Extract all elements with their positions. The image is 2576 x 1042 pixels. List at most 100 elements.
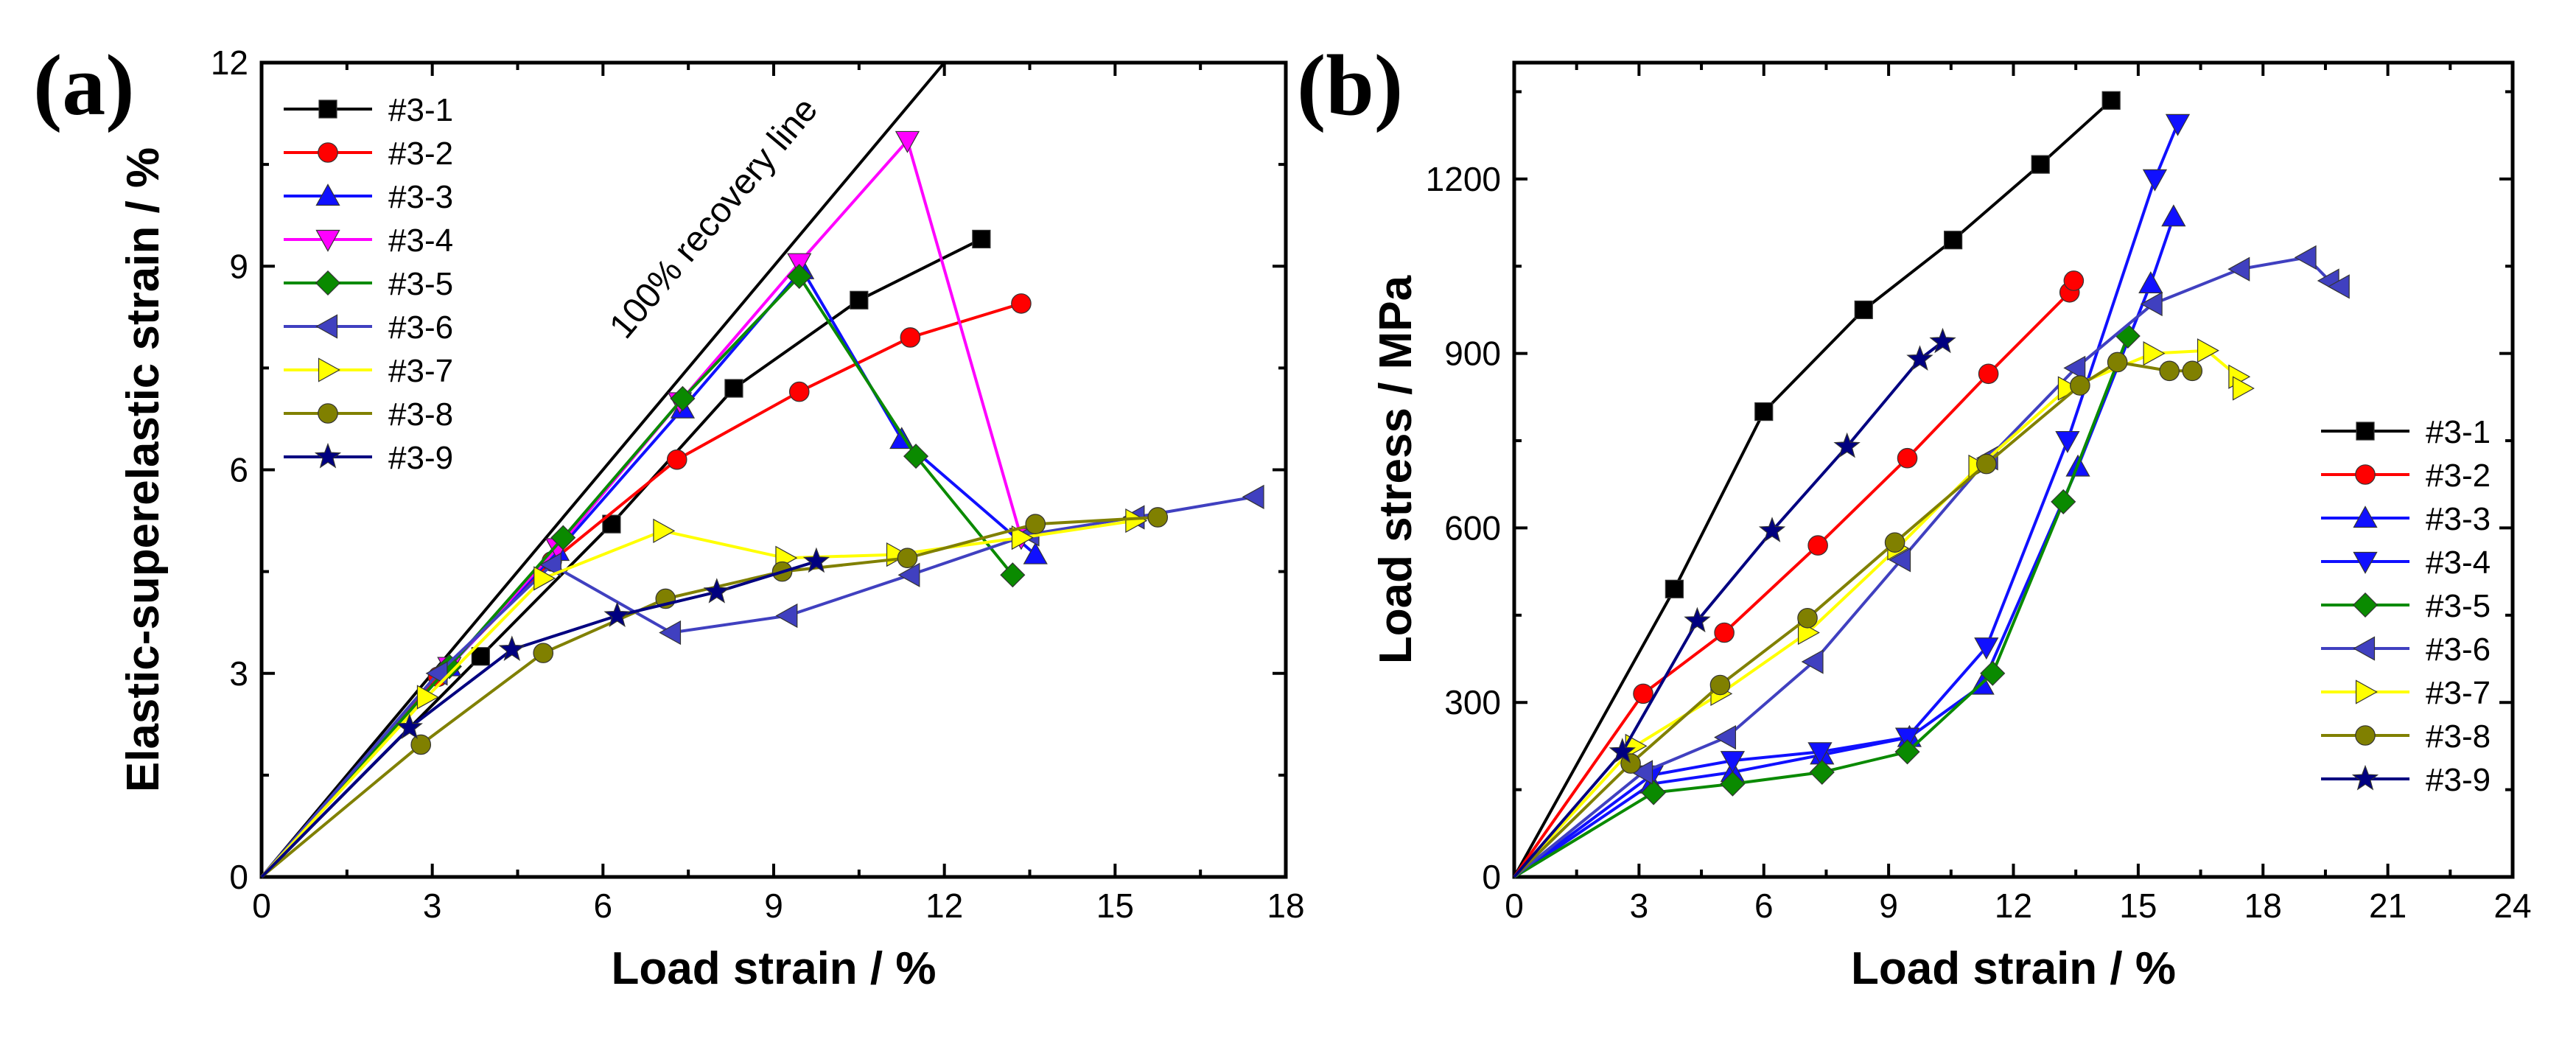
series-3-5: [1513, 323, 2141, 878]
data-point: [1758, 517, 1786, 542]
data-point: [410, 734, 432, 755]
x-axis-title: Load strain / %: [1851, 943, 2176, 994]
data-point: [703, 578, 730, 604]
y-axis-title: Load stress / MPa: [1371, 275, 1421, 664]
series-3-8: [1513, 352, 2203, 878]
legend-label: #3-4: [2426, 545, 2491, 581]
recovery-line-label: 100% recovery line: [602, 91, 825, 346]
data-point: [897, 548, 918, 569]
x-tick-label: 6: [594, 887, 613, 925]
y-tick-label: 0: [229, 858, 248, 896]
legend-marker: [318, 357, 340, 382]
y-tick-label: 600: [1444, 508, 1501, 547]
x-tick-label: 21: [2369, 887, 2407, 925]
data-point: [1906, 345, 1933, 371]
data-point: [900, 327, 921, 348]
x-tick-label: 3: [423, 887, 442, 925]
y-tick-label: 6: [229, 451, 248, 489]
legend-marker: [318, 403, 338, 424]
data-point: [416, 685, 439, 710]
x-tick-label: 15: [2119, 887, 2157, 925]
y-tick-label: 0: [1482, 858, 1501, 896]
panel-label: (a): [33, 37, 135, 133]
legend-marker: [315, 229, 340, 252]
data-point: [2107, 352, 2128, 373]
data-point: [2055, 430, 2080, 453]
data-point: [396, 713, 423, 739]
data-point: [1974, 637, 1999, 660]
data-point: [786, 264, 812, 290]
legend-marker: [2355, 464, 2376, 485]
data-point: [1720, 751, 1746, 773]
data-point: [1809, 759, 1835, 785]
legend-label: #3-3: [2426, 501, 2491, 537]
data-point: [1023, 542, 1048, 564]
x-tick-label: 3: [1630, 887, 1649, 925]
data-point: [1720, 771, 1746, 797]
data-point: [775, 603, 798, 629]
data-point: [2140, 291, 2163, 317]
data-point: [1714, 622, 1735, 643]
data-point: [1709, 674, 1731, 696]
data-point: [788, 381, 810, 402]
data-point: [1633, 683, 1653, 704]
panel-label: (b): [1297, 37, 1403, 133]
legend: #3-1 #3-2 #3-3 #3-4 #3-5 #3-6 #3-7 #3-8 #3-9: [2321, 414, 2491, 798]
data-point: [1641, 780, 1667, 805]
y-tick-label: 3: [229, 654, 248, 693]
data-point: [666, 449, 687, 470]
data-point: [1894, 727, 1920, 750]
legend-marker: [2355, 725, 2376, 746]
x-tick-label: 0: [252, 887, 271, 925]
data-point: [1807, 535, 1828, 556]
legend-marker: [315, 183, 340, 206]
series-line: [260, 275, 1014, 878]
x-tick-label: 18: [1267, 887, 1304, 925]
data-point: [659, 620, 682, 646]
legend-marker: [2351, 764, 2379, 791]
data-point: [2101, 91, 2121, 110]
legend-label: #3-2: [388, 136, 453, 172]
data-point: [1884, 532, 1905, 553]
data-point: [1631, 760, 1653, 785]
x-tick-label: 9: [1879, 887, 1898, 925]
data-point: [2031, 155, 2050, 174]
legend-label: #3-7: [2426, 675, 2491, 711]
data-point: [2070, 375, 2090, 396]
x-tick-label: 18: [2244, 887, 2282, 925]
series-3-2: [260, 293, 1032, 878]
series-3-1: [1513, 91, 2121, 878]
x-tick-label: 9: [764, 887, 783, 925]
data-point: [903, 444, 929, 469]
legend-label: #3-8: [388, 396, 453, 433]
data-point: [1807, 742, 1833, 765]
legend: #3-1 #3-2 #3-3 #3-4 #3-5 #3-6 #3-7 #3-8 #3-9: [284, 92, 453, 476]
data-point: [533, 643, 554, 663]
data-point: [895, 130, 920, 153]
legend-marker: [318, 99, 337, 119]
data-point: [1011, 525, 1034, 550]
legend-label: #3-1: [388, 92, 453, 128]
legend-marker: [2355, 679, 2378, 704]
legend-marker: [314, 442, 342, 469]
legend-label: #3-5: [2426, 588, 2491, 624]
x-axis-title: Load strain / %: [612, 943, 937, 994]
panel-a: 0 3 6 9 12 15 18 0 3 6 9 12 Load strain / % Elastic-s…: [33, 37, 1305, 994]
data-point: [850, 290, 869, 310]
data-point: [1944, 231, 1963, 250]
data-point: [1684, 606, 1711, 633]
data-point: [1976, 453, 1997, 475]
series-line: [260, 516, 1158, 878]
series-line: [260, 139, 1023, 878]
data-point: [1011, 293, 1032, 314]
series-3-3: [1513, 204, 2186, 878]
data-point: [1894, 739, 1920, 765]
data-point: [2197, 338, 2219, 363]
data-point: [2161, 204, 2186, 227]
data-point: [2182, 360, 2203, 382]
data-point: [2051, 489, 2076, 514]
series-line: [1513, 340, 1944, 878]
data-point: [1665, 579, 1684, 598]
data-point: [2232, 376, 2255, 401]
